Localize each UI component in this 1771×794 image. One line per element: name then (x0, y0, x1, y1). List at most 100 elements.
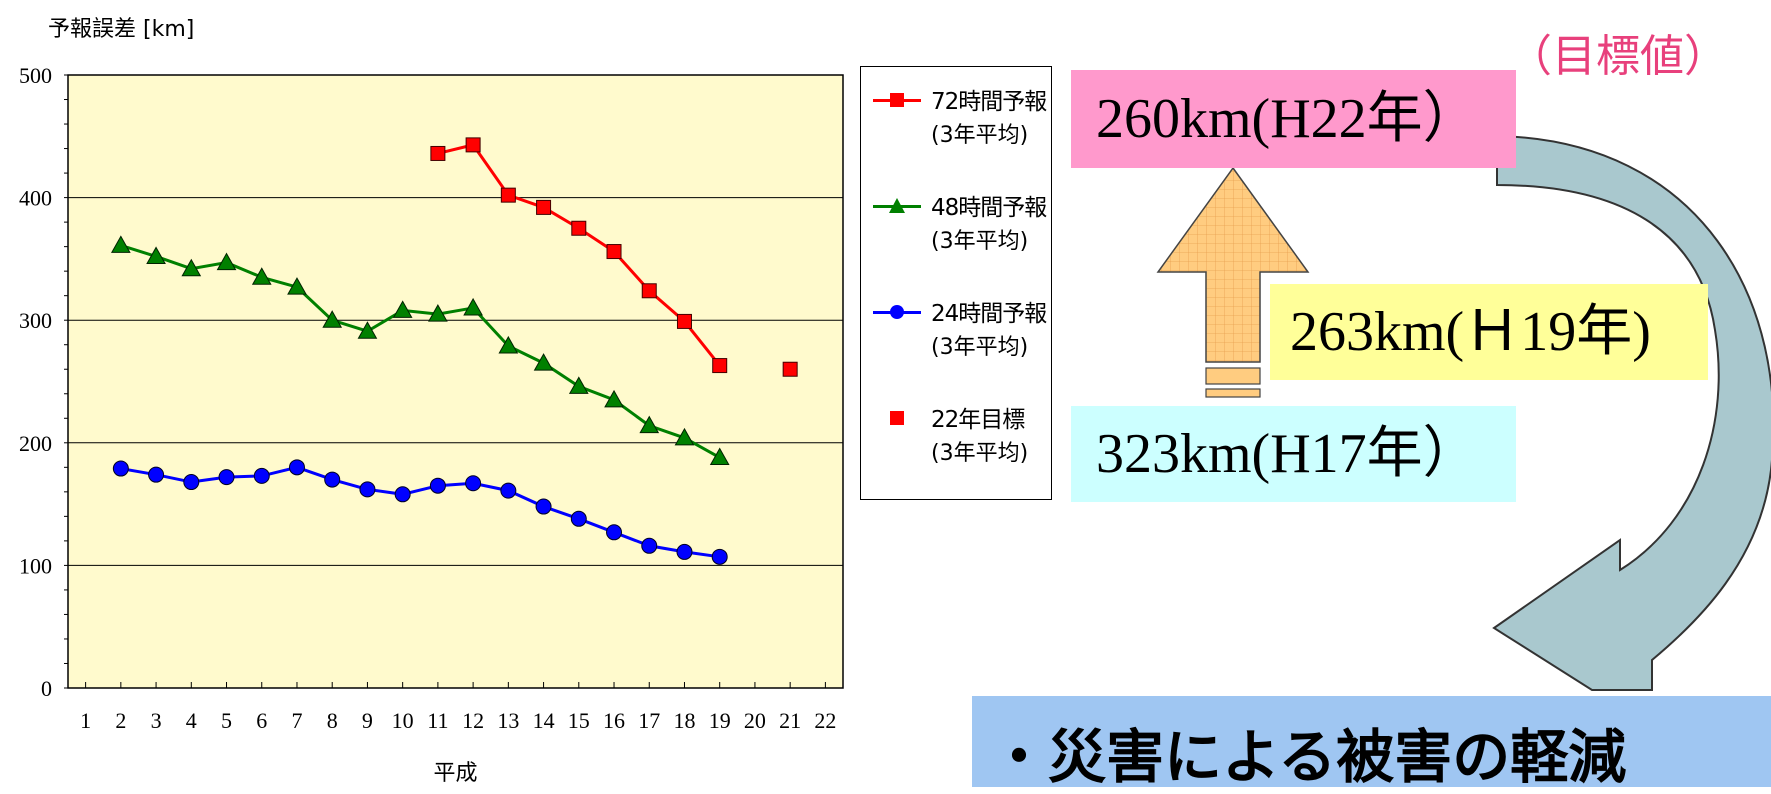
x-axis-label: 平成 (433, 761, 477, 786)
legend-label-target: 22年目標 (931, 407, 1025, 433)
x-tick-label: 1 (80, 708, 91, 733)
outcome-text: ・災害による被害の軽減 (990, 723, 1627, 791)
data-point-square (712, 358, 728, 374)
data-point-circle (711, 548, 728, 565)
data-point-triangle (322, 310, 343, 328)
x-tick-label: 8 (327, 708, 338, 733)
data-point-circle (288, 459, 305, 476)
data-point-circle (570, 510, 587, 527)
x-tick-label: 20 (744, 708, 766, 733)
mid-value: 263km(Ｈ19年) (1290, 301, 1651, 363)
y-tick-label: 0 (41, 676, 52, 701)
data-point-square (536, 199, 552, 215)
data-point-triangle (392, 300, 413, 318)
legend-item-target: 22年目標 (3年平均) (871, 403, 1051, 483)
data-point-triangle (216, 252, 237, 271)
x-tick-label: 16 (603, 708, 625, 733)
data-point-circle (429, 477, 446, 494)
y-tick-label: 400 (19, 186, 52, 211)
legend-item-48h: 48時間予報 (3年平均) (871, 191, 1051, 271)
legend-square-marker (890, 411, 904, 425)
data-point-triangle (639, 415, 660, 434)
data-point-triangle (287, 277, 307, 295)
x-tick-label: 12 (462, 708, 484, 733)
base-value: 323km(H17年） (1096, 423, 1479, 485)
legend-label-72h: 72時間予報 (931, 89, 1047, 115)
y-tick-label: 200 (19, 431, 52, 456)
legend-circle-marker (890, 305, 904, 319)
data-point-triangle (674, 427, 695, 446)
y-tick-label: 300 (19, 308, 52, 333)
y-axis-label: 予報誤差 [km] (48, 17, 194, 42)
data-point-triangle (357, 321, 378, 339)
data-point-square (500, 187, 516, 203)
plot-area (67, 74, 844, 689)
legend-note-target: (3年平均) (931, 441, 1029, 466)
up-arrow (1156, 166, 1310, 363)
data-point-triangle (709, 447, 730, 466)
x-tick-label: 18 (673, 708, 695, 733)
legend-note-24h: (3年平均) (931, 335, 1029, 360)
data-point-square (676, 313, 692, 329)
data-point-circle (183, 474, 200, 491)
data-point-triangle (110, 235, 131, 253)
data-point-triangle (146, 246, 166, 264)
legend-item-72h: 72時間予報 (3年平均) (871, 85, 1051, 165)
data-point-circle (218, 469, 235, 486)
curved-arrow (1492, 134, 1771, 691)
x-tick-label: 11 (427, 708, 448, 733)
x-tick-label: 4 (186, 708, 197, 733)
data-point-triangle (498, 335, 519, 354)
up-arrow-stripe (1205, 367, 1261, 385)
x-tick-label: 10 (392, 708, 414, 733)
target-value: 260km(H22年） (1096, 88, 1479, 150)
data-point-circle (324, 471, 341, 488)
target-value-box: 260km(H22年） (1071, 70, 1516, 168)
x-tick-label: 6 (256, 708, 267, 733)
data-point-triangle (568, 376, 589, 394)
data-point-circle (606, 524, 623, 541)
data-point-square (641, 283, 657, 299)
legend-triangle-marker (889, 198, 905, 213)
x-tick-label: 19 (709, 708, 731, 733)
x-tick-label: 17 (638, 708, 660, 733)
data-point-triangle (428, 304, 448, 322)
up-arrow-stripe (1205, 388, 1261, 398)
data-point-circle (359, 481, 376, 498)
legend-square-marker (890, 93, 904, 107)
data-point-square (606, 244, 622, 260)
data-point-circle (253, 467, 270, 484)
x-tick-label: 5 (221, 708, 232, 733)
x-tick-label: 14 (533, 708, 555, 733)
data-point-circle (500, 482, 517, 499)
legend-item-24h: 24時間予報 (3年平均) (871, 297, 1051, 377)
mid-value-box: 263km(Ｈ19年) (1270, 284, 1708, 380)
y-tick-label: 100 (19, 553, 52, 578)
target-label: （目標値） (1508, 31, 1728, 82)
x-tick-label: 2 (115, 708, 126, 733)
y-tick-label: 500 (19, 63, 52, 88)
data-point-triangle (463, 297, 483, 316)
data-point-circle (676, 543, 693, 560)
x-tick-label: 15 (568, 708, 590, 733)
x-tick-label: 13 (497, 708, 519, 733)
legend-label-48h: 48時間予報 (931, 195, 1047, 221)
x-tick-label: 9 (362, 708, 373, 733)
data-point-triangle (604, 389, 624, 408)
outcome-box (972, 696, 1771, 787)
data-point-circle (112, 460, 129, 477)
data-point-triangle (251, 267, 272, 285)
base-value-box: 323km(H17年） (1071, 406, 1516, 502)
data-point-square (430, 145, 446, 161)
x-tick-label: 22 (814, 708, 836, 733)
chart-legend: 72時間予報 (3年平均) 48時間予報 (3年平均) 24時間予報 (3年平均… (860, 66, 1052, 500)
data-point-circle (148, 466, 165, 483)
data-point-circle (465, 475, 482, 492)
x-tick-label: 7 (291, 708, 302, 733)
legend-note-72h: (3年平均) (931, 123, 1029, 148)
data-point-square (782, 361, 798, 377)
data-point-circle (535, 498, 552, 515)
x-tick-label: 3 (151, 708, 162, 733)
